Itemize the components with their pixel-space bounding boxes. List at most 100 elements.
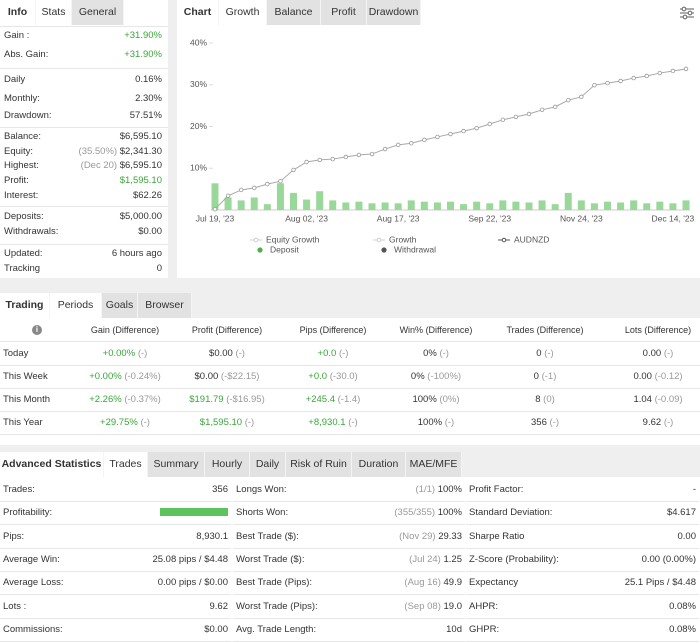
separator <box>0 388 700 389</box>
cell-value: 8 <box>535 394 541 405</box>
cell: +8,930.1 (-) <box>273 417 393 428</box>
stat-value: 0.08% <box>536 601 696 612</box>
cell-value: 1.04 <box>633 394 652 405</box>
separator <box>0 547 231 549</box>
bar <box>368 203 376 210</box>
chart-panel: 10% 20% 30% 40% Jul 19, '23 Aug 02, '23 Aug 17… <box>177 0 700 278</box>
tab[interactable]: General <box>72 0 124 25</box>
cell: +245.4 (-1.4) <box>273 394 393 405</box>
tab[interactable]: Balance <box>267 0 321 25</box>
stat-label: Deposits: <box>4 211 44 222</box>
cell: 100% (0%) <box>376 394 496 405</box>
tab[interactable]: Goals <box>102 293 138 318</box>
cell-value: +0.0 <box>308 371 328 382</box>
tab[interactable]: Duration <box>352 452 406 477</box>
stat-value: 0.00 <box>536 531 697 542</box>
separator <box>0 411 700 412</box>
cell-diff: (-) <box>549 417 560 428</box>
bar <box>276 183 284 210</box>
stat-label: Equity: <box>4 146 34 157</box>
bar <box>420 201 428 210</box>
cell-diff: (-) <box>140 417 150 428</box>
stat-note: (Dec 20) <box>80 160 118 171</box>
stat-label: Pips: <box>3 530 25 542</box>
bar <box>551 204 559 210</box>
bar <box>617 202 625 210</box>
point <box>644 73 649 79</box>
separator <box>0 434 700 435</box>
cell: +29.75% (-) <box>65 417 185 428</box>
separator <box>233 570 465 572</box>
point <box>461 128 466 134</box>
tab[interactable]: Browser <box>138 293 192 318</box>
cell-diff: (-100%) <box>427 371 462 382</box>
bar <box>303 199 311 210</box>
stat-value: (Dec 20) $6,595.10 <box>81 160 162 171</box>
separator <box>233 547 465 549</box>
tab[interactable]: Hourly <box>205 452 250 477</box>
cell-diff: (-0.12) <box>654 371 683 382</box>
stat-label: Profitability: <box>3 507 53 519</box>
bar <box>224 197 232 210</box>
column-header: Lots (Difference) <box>624 325 692 335</box>
y-tick-label: 20% <box>190 121 207 131</box>
cell-diff: (-1) <box>541 371 557 382</box>
cell: 356 (-) <box>485 417 605 428</box>
stat-value: 0.16% <box>135 74 162 85</box>
separator <box>0 26 168 27</box>
tab[interactable]: Risk of Ruin <box>286 452 352 477</box>
stat-value-text: 0 <box>156 263 162 274</box>
column-header: Trades (Difference) <box>506 325 584 335</box>
stat-label: Monthly: <box>4 93 40 104</box>
cell-diff: (-) <box>439 348 449 359</box>
stat-value-text: 2.30% <box>135 93 162 104</box>
stat-label: Trades: <box>3 484 35 495</box>
bar <box>643 203 651 210</box>
bar <box>250 197 258 210</box>
legend-marker <box>376 237 382 243</box>
separator <box>466 640 699 642</box>
cell-value: +8,930.1 <box>308 417 346 428</box>
stat-value: $6,595.10 <box>120 131 162 142</box>
cell-value: +245.4 <box>305 394 335 405</box>
stat-value: 10d <box>302 624 462 635</box>
x-tick-label: Aug 02, '23 <box>285 213 328 223</box>
point <box>435 134 440 140</box>
stat-label: Z-Score (Probability): <box>469 553 559 565</box>
cell: +0.00% (-) <box>65 348 185 359</box>
cell-value: +29.75% <box>100 417 138 428</box>
tab[interactable]: MAE/MFE <box>406 452 462 477</box>
stat-value: +31.90% <box>124 49 162 60</box>
cell: $0.00 (-) <box>167 348 287 359</box>
tab[interactable]: Stats <box>36 0 72 25</box>
tab[interactable]: Drawdown <box>367 0 421 25</box>
point <box>356 152 362 158</box>
tab[interactable]: Summary <box>148 452 205 477</box>
point <box>448 131 453 137</box>
stat-label: Sharpe Ratio <box>469 530 525 542</box>
stat-value: 0.08% <box>536 624 696 635</box>
column-header: Gain (Difference) <box>90 325 160 335</box>
stat-value-text: 49.9 <box>443 577 463 589</box>
separator <box>466 501 699 502</box>
tab[interactable]: Profit <box>321 0 367 25</box>
point <box>382 146 388 152</box>
point <box>238 187 244 193</box>
settings-icon[interactable] <box>680 6 694 20</box>
tab[interactable]: Trades <box>104 452 148 477</box>
cell: 9.62 (-) <box>598 417 700 428</box>
y-tick-label: 30% <box>190 79 207 89</box>
column-header: Pips (Difference) <box>299 325 367 335</box>
separator <box>0 68 168 69</box>
stat-value-text: $2,341.30 <box>119 146 162 157</box>
tab[interactable]: Periods <box>50 293 102 318</box>
x-tick-label: Aug 17, '23 <box>377 213 420 223</box>
profitability-bar <box>160 508 228 517</box>
cell-value: 0.00 <box>642 348 662 359</box>
cell-value: +0.0 <box>317 348 337 359</box>
legend-marker <box>381 247 387 253</box>
tab[interactable]: Growth <box>219 0 267 25</box>
tab[interactable]: Daily <box>250 452 286 477</box>
point <box>670 68 676 74</box>
stat-value: - <box>536 484 696 495</box>
